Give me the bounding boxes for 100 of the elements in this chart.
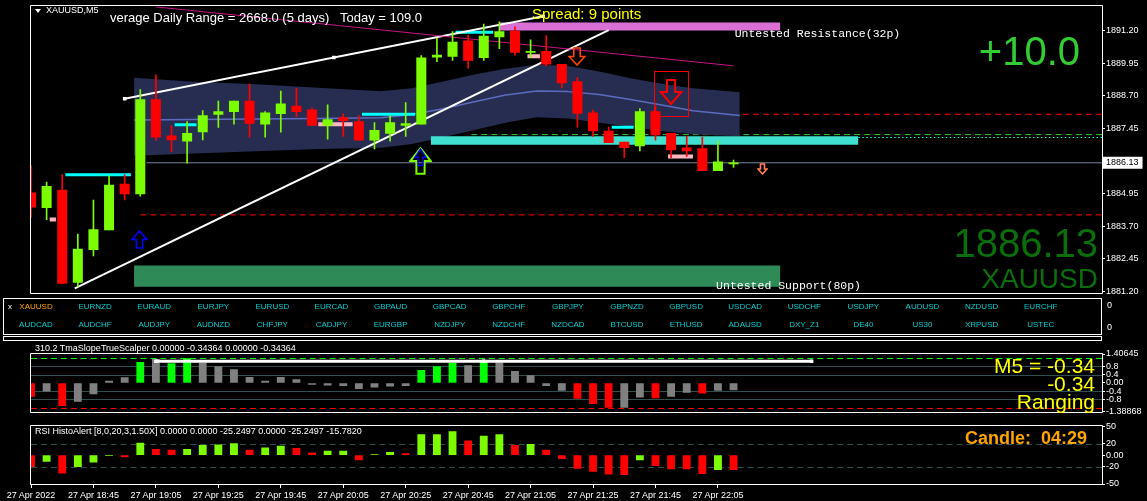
bar (151, 449, 160, 456)
bar (479, 435, 488, 456)
y-tick-label: 0.4 (1106, 369, 1119, 380)
y-tick-label: -1.38868 (1106, 406, 1142, 417)
bar (417, 370, 426, 383)
bar (354, 455, 363, 461)
series-label: 1886.13 (1106, 157, 1139, 168)
y-tick-label: 20 (1106, 438, 1117, 449)
bar (729, 455, 738, 470)
text: AUDJPY (138, 319, 170, 329)
point (332, 55, 336, 60)
y-tick-label: 1888.70 (1106, 90, 1139, 101)
y-tick-label: 50 (1106, 420, 1117, 431)
bar (73, 383, 82, 402)
bar (573, 455, 582, 469)
bar (464, 440, 473, 456)
bar (714, 455, 722, 470)
x-tick-label: 27 Apr 21:45 (629, 489, 682, 500)
text: USTEC (1027, 319, 1055, 329)
bar (245, 376, 254, 383)
bar (42, 383, 51, 392)
annotation: Candle: 04:29 (964, 427, 1087, 448)
bar (511, 370, 519, 383)
bar (339, 383, 348, 386)
bar (589, 455, 597, 472)
text: AUDNZD (196, 319, 230, 329)
x-tick-label: 27 Apr 2022 (6, 489, 56, 500)
text: DE40 (853, 319, 874, 329)
bar (339, 450, 348, 456)
annotation: Spread: 9 points (532, 5, 642, 23)
x-tick-label: 27 Apr 20:05 (317, 489, 369, 500)
text: EURGBP (373, 319, 408, 329)
candlestick (182, 121, 193, 164)
chart-title: XAUUSD,M5 (46, 5, 99, 16)
bar (464, 365, 473, 383)
y-tick-label: 1882.45 (1106, 253, 1139, 264)
annotation: XAUUSD (981, 262, 1098, 294)
text: NZDCHF (492, 319, 526, 329)
bar (511, 445, 519, 456)
bar (354, 383, 363, 390)
x-tick-label: 27 Apr 20:45 (442, 489, 494, 500)
text: BTCUSD (610, 319, 644, 329)
bar (386, 451, 394, 456)
text: CADJPY (315, 319, 348, 329)
bar (682, 383, 691, 393)
text: USDCAD (728, 301, 763, 311)
y-tick-label: 0.00 (1106, 449, 1124, 460)
bar (42, 455, 51, 462)
bar (448, 362, 457, 383)
bar (604, 455, 613, 475)
text: GBPUSD (669, 301, 703, 311)
bar (651, 455, 660, 466)
bar (261, 447, 270, 456)
text: ADAUSD (728, 319, 762, 329)
bar (198, 445, 207, 456)
text: 0 (1107, 300, 1113, 311)
text: DXY_Z1 (789, 319, 820, 329)
bar (620, 383, 629, 408)
bar (526, 375, 535, 383)
bar (105, 380, 113, 383)
y-tick-label: 0.8 (1106, 360, 1119, 371)
bar (698, 383, 707, 394)
text: US30 (912, 319, 933, 329)
bar (714, 383, 722, 391)
x-tick-label: 27 Apr 21:05 (505, 489, 557, 500)
y-tick-label: 1.40645 (1106, 348, 1139, 359)
x-tick-label: 27 Apr 20:25 (380, 489, 432, 500)
text: 0 (1107, 322, 1113, 333)
bar (167, 363, 176, 383)
text: GBPJPY (552, 301, 584, 311)
bar (73, 455, 82, 468)
bar (417, 434, 426, 456)
text: NZDJPY (434, 319, 466, 329)
text: USDJPY (847, 301, 880, 311)
x-tick-label: 27 Apr 18:45 (67, 489, 119, 500)
bar (542, 449, 551, 456)
x-tick-label: 27 Apr 19:05 (130, 489, 182, 500)
bar (214, 444, 223, 456)
x-tick-label: 27 Apr 19:25 (192, 489, 244, 500)
text: NZDCAD (551, 319, 585, 329)
bar (448, 431, 457, 456)
bar (401, 383, 410, 386)
candlestick (400, 102, 411, 137)
text: XAUUSD (19, 301, 53, 311)
chart-title: 310.2 TmaSlopeTrueScalper 0.00000 -0.34364 0.00000 -0.34364 (35, 342, 296, 353)
annotation: Untested Resistance(32p) (734, 27, 901, 41)
bar (151, 358, 160, 383)
bar (573, 383, 582, 399)
bar (58, 455, 67, 474)
bar (230, 369, 238, 383)
text: XRPUSD (964, 319, 999, 329)
x-tick-label: 27 Apr 22:05 (692, 489, 744, 500)
y-tick-label: 1881.20 (1106, 285, 1139, 296)
bar (433, 366, 441, 383)
text: GBPCAD (432, 301, 467, 311)
text: EURAUD (137, 301, 172, 311)
bar (386, 383, 394, 387)
candlestick (338, 113, 349, 137)
y-tick-label: -50 (1106, 478, 1120, 489)
bar (198, 362, 207, 383)
